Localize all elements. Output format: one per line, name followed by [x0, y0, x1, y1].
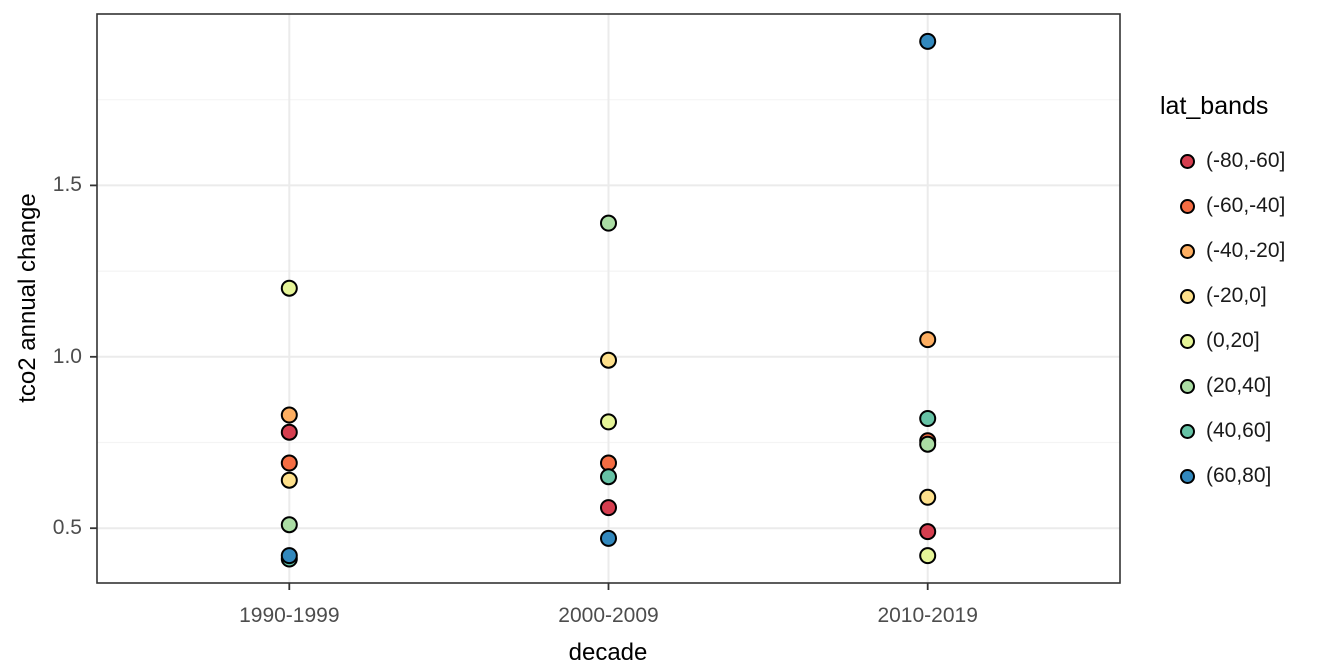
data-point: [280, 516, 298, 534]
legend-item: (-40,-20]: [1160, 238, 1344, 264]
data-point: [919, 410, 937, 427]
data-point: [919, 435, 937, 453]
y-axis-title: tco2 annual change: [14, 193, 41, 403]
y-tick-label: 1.0: [52, 344, 82, 368]
legend-item-label: (-40,-20]: [1206, 239, 1286, 262]
y-tick-label: 1.5: [52, 173, 82, 197]
legend-item-label: (-20,0]: [1206, 284, 1267, 307]
legend-item-label: (60,80]: [1206, 464, 1272, 487]
data-point: [600, 529, 617, 547]
legend-item: (60,80]: [1160, 463, 1344, 489]
panel-border: [96, 13, 1121, 584]
legend-item-label: (40,60]: [1206, 419, 1272, 442]
legend-item-label: (-60,-40]: [1206, 194, 1286, 217]
y-tick-label: 0.5: [52, 516, 82, 540]
data-point: [280, 471, 298, 489]
legend: lat_bands (-80,-60] (-60,-40] (-40,-20] …: [1160, 90, 1344, 489]
data-point: [280, 423, 298, 441]
data-point: [919, 488, 937, 506]
x-tick-label: 2010-2019: [877, 604, 978, 627]
data-point: [600, 413, 617, 431]
data-point: [280, 406, 298, 424]
legend-swatch-icon: [1180, 333, 1195, 349]
legend-item: (-80,-60]: [1160, 148, 1344, 174]
x-tick-label: 1990-1999: [239, 604, 340, 627]
data-point: [600, 468, 617, 486]
data-point: [919, 32, 937, 50]
legend-swatch-icon: [1180, 243, 1195, 259]
data-point: [919, 523, 937, 541]
legend-item: (40,60]: [1160, 418, 1344, 444]
legend-swatch-icon: [1180, 378, 1195, 394]
data-point: [600, 351, 617, 369]
legend-swatch-icon: [1180, 288, 1195, 304]
legend-item: (-20,0]: [1160, 283, 1344, 309]
legend-swatch-icon: [1180, 153, 1195, 169]
legend-item: (-60,-40]: [1160, 193, 1344, 219]
data-point: [280, 279, 298, 297]
legend-item: (0,20]: [1160, 328, 1344, 354]
data-point: [600, 499, 617, 517]
legend-swatch-icon: [1180, 198, 1195, 214]
legend-items: (-80,-60] (-60,-40] (-40,-20] (-20,0] (0…: [1160, 148, 1344, 489]
data-point: [600, 214, 617, 232]
legend-title: lat_bands: [1160, 92, 1269, 120]
data-point: [280, 547, 298, 565]
legend-item-label: (-80,-60]: [1206, 149, 1286, 172]
data-point: [280, 454, 298, 472]
legend-item-label: (0,20]: [1206, 329, 1260, 352]
legend-item-label: (20,40]: [1206, 374, 1272, 397]
legend-item: (20,40]: [1160, 373, 1344, 399]
legend-swatch-icon: [1180, 423, 1195, 439]
data-point: [919, 331, 937, 349]
x-axis-title: decade: [568, 639, 648, 666]
data-point: [919, 547, 937, 565]
legend-swatch-icon: [1180, 468, 1195, 484]
x-tick-label: 2000-2009: [558, 604, 659, 627]
